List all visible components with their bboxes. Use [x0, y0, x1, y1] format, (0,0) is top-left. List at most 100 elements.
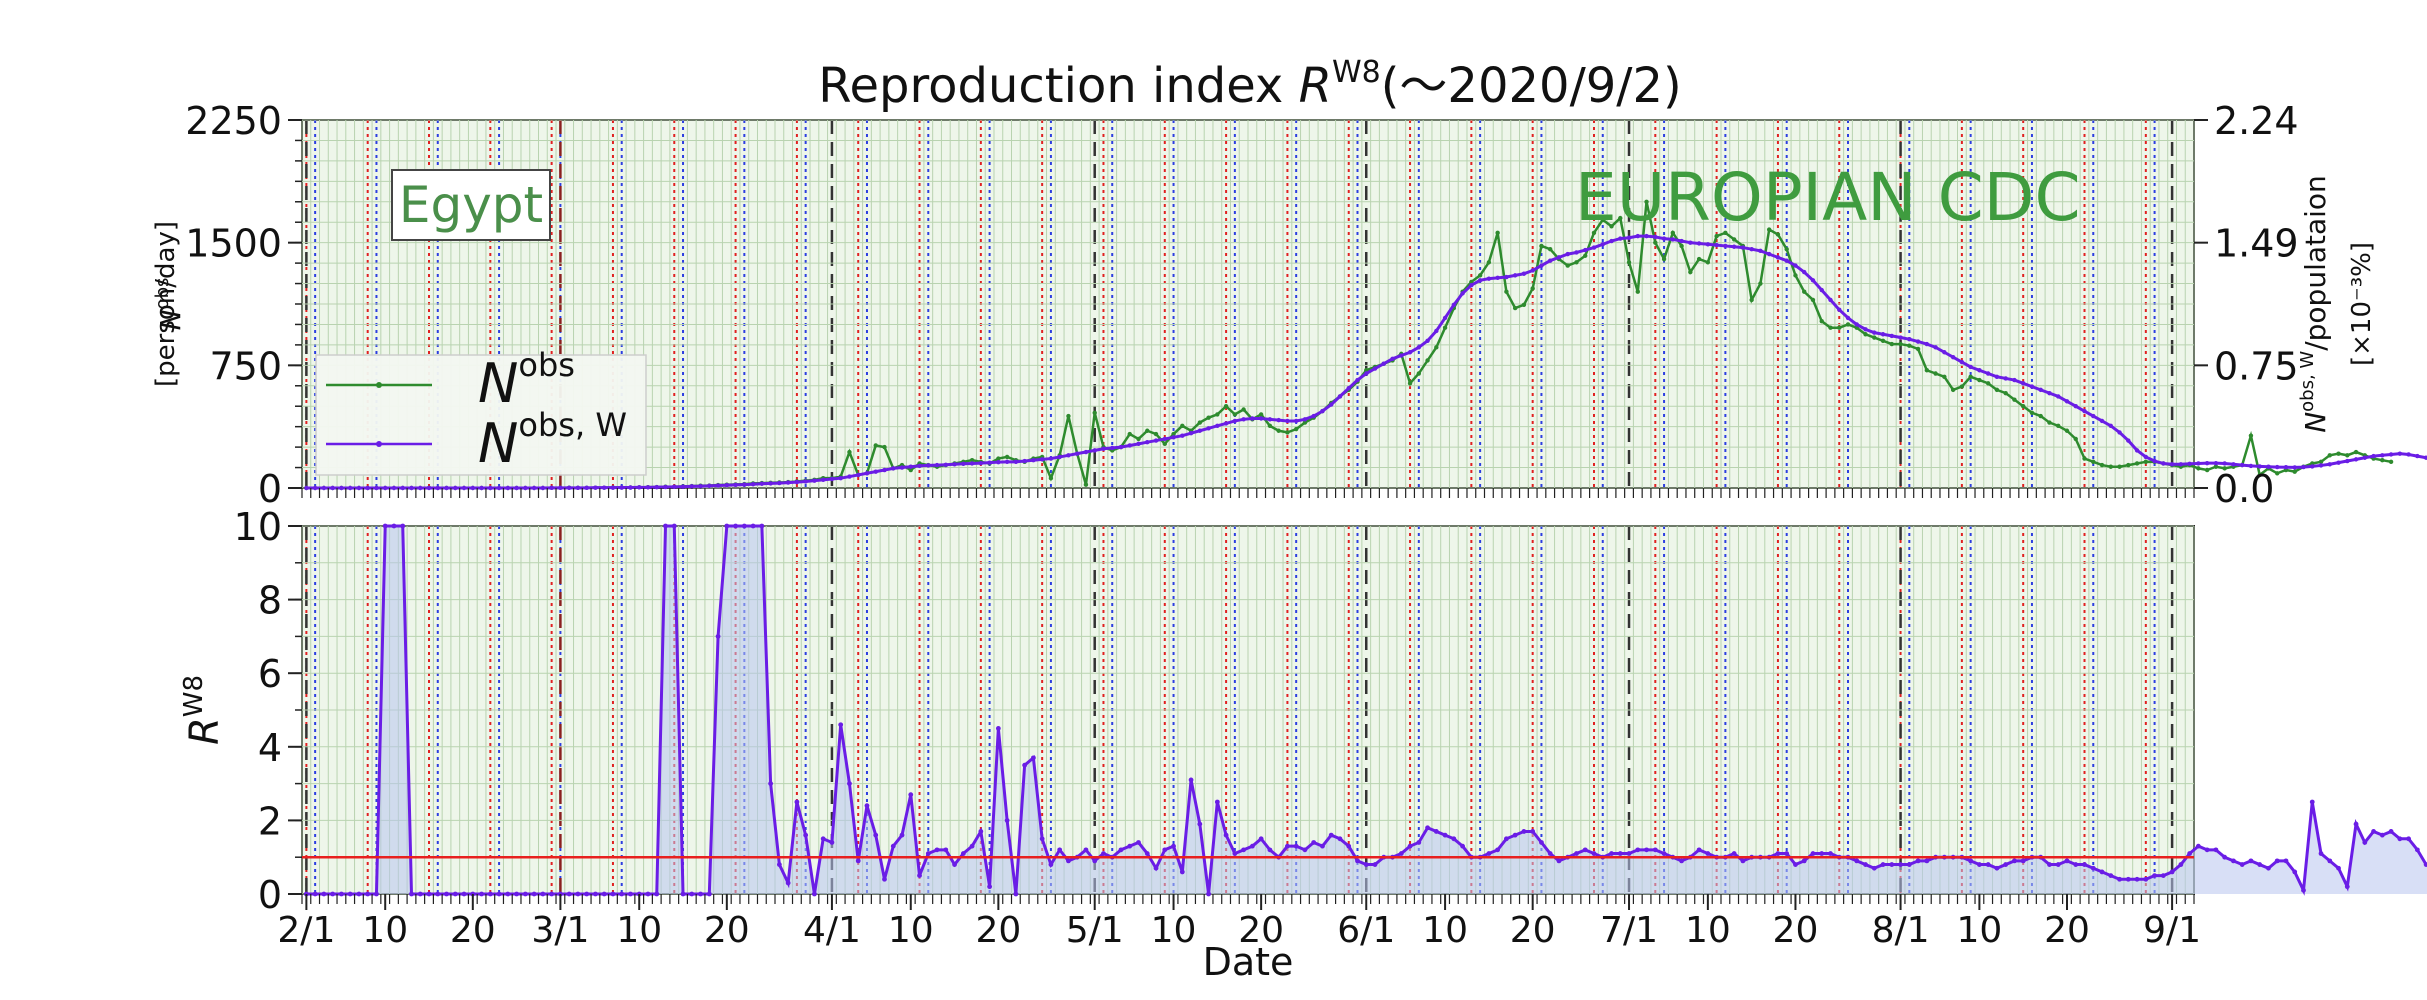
data-point-nobs-w — [1285, 418, 1290, 424]
data-point-nobs-w — [1197, 428, 1203, 433]
data-point-r — [917, 873, 922, 878]
data-point-nobs-w — [847, 474, 852, 479]
data-point-nobs-w — [2038, 387, 2043, 393]
data-point-nobs-w — [1364, 371, 1369, 376]
data-point-r — [531, 891, 537, 897]
data-point-r — [321, 891, 327, 897]
data-point-r — [2406, 836, 2412, 842]
data-point-r — [1022, 762, 1028, 768]
data-point-nobs-w — [856, 472, 861, 478]
data-point-r — [566, 891, 572, 897]
data-point-nobs-w — [2091, 413, 2096, 419]
data-point-nobs — [1293, 426, 1299, 432]
data-point-nobs — [1635, 289, 1640, 294]
data-point-r — [2318, 851, 2324, 856]
data-point-nobs — [1766, 227, 1772, 232]
data-point-nobs — [1048, 475, 1054, 481]
data-point-nobs-w — [1022, 458, 1027, 464]
data-point-nobs — [1407, 381, 1413, 386]
data-point-nobs — [1591, 230, 1597, 236]
data-point-nobs-w — [1337, 394, 1343, 399]
data-point-nobs-w — [1758, 248, 1763, 254]
data-point-nobs-w — [549, 485, 554, 491]
data-point-r — [1801, 858, 1807, 864]
data-point-nobs-w — [1346, 386, 1351, 391]
data-point-r — [1004, 818, 1010, 823]
data-point-nobs-w — [1232, 418, 1238, 424]
data-point-nobs-w — [566, 485, 572, 491]
data-point-r — [505, 891, 511, 897]
data-point-r — [1626, 851, 1632, 856]
data-point-r — [452, 891, 458, 897]
data-point-nobs — [1600, 217, 1605, 222]
x-tick-label: 20 — [2044, 910, 2090, 951]
data-point-nobs-w — [1504, 274, 1509, 280]
data-point-nobs — [1425, 358, 1430, 363]
data-point-nobs — [2318, 459, 2324, 465]
data-point-r — [444, 891, 449, 897]
data-point-nobs-w — [575, 485, 581, 491]
data-point-r — [1486, 851, 1492, 856]
data-point-r — [2248, 858, 2254, 864]
data-point-nobs — [969, 457, 975, 463]
data-point-nobs-w — [1714, 242, 1719, 248]
data-point-r — [426, 891, 432, 897]
data-point-nobs-w — [1162, 436, 1167, 442]
data-point-nobs — [847, 449, 852, 455]
data-point-r — [2169, 869, 2175, 875]
data-point-nobs-w — [873, 469, 878, 474]
data-point-r — [899, 832, 905, 838]
data-point-nobs-w — [1311, 413, 1316, 419]
data-point-nobs-w — [531, 485, 537, 491]
data-point-nobs — [1215, 412, 1220, 417]
data-point-nobs-w — [2388, 452, 2394, 457]
data-point-r — [908, 792, 914, 798]
country-label: Egypt — [399, 176, 543, 234]
data-point-nobs-w — [523, 485, 528, 491]
data-point-nobs-w — [2064, 399, 2070, 404]
x-tick-label: 4/1 — [803, 910, 861, 951]
chart-title: Reproduction index RW8(～2020/9/2) — [818, 55, 1681, 114]
data-point-nobs-w — [1959, 359, 1965, 365]
data-point-nobs-w — [400, 485, 405, 491]
data-point-r — [1101, 851, 1106, 856]
data-point-r — [330, 891, 336, 897]
data-point-r — [1293, 843, 1299, 849]
data-point-r — [1188, 777, 1194, 783]
data-point-r — [1197, 821, 1203, 827]
data-point-nobs-w — [347, 485, 353, 491]
data-point-nobs — [1784, 247, 1789, 252]
data-point-nobs-w — [488, 485, 493, 491]
data-point-nobs-w — [1460, 291, 1465, 296]
data-point-nobs — [1267, 423, 1273, 429]
y-tick-label: 6 — [258, 652, 282, 696]
legend-marker-nobsw — [376, 441, 382, 447]
data-point-r — [593, 891, 598, 897]
y-tick-label: 0 — [258, 873, 282, 917]
data-point-nobs-w — [2353, 457, 2359, 462]
data-point-r — [952, 862, 957, 867]
data-point-r — [2379, 832, 2385, 838]
data-point-r — [1285, 843, 1290, 849]
data-point-r — [987, 884, 993, 890]
data-point-r — [1644, 847, 1649, 853]
data-point-nobs — [1950, 387, 1956, 393]
data-point-nobs — [2099, 462, 2105, 468]
data-point-nobs — [2336, 451, 2341, 456]
data-point-nobs-w — [321, 485, 327, 491]
data-point-nobs-w — [365, 485, 370, 491]
top-y-ticks: 0 750 1500 2250 — [185, 99, 2195, 511]
data-point-r — [2108, 873, 2114, 878]
x-tick-label: 20 — [975, 910, 1021, 951]
data-point-nobs-w — [1837, 307, 1842, 312]
data-point-r — [960, 851, 966, 856]
data-point-r — [1828, 851, 1833, 856]
legend-marker-nobs — [376, 382, 382, 388]
data-point-r — [645, 891, 651, 897]
data-point-r — [2012, 858, 2017, 864]
data-point-r — [855, 858, 861, 864]
data-point-nobs-w — [2020, 381, 2026, 386]
data-point-nobs-w — [339, 485, 344, 491]
data-point-r — [549, 891, 555, 897]
data-point-nobs — [1442, 325, 1448, 330]
